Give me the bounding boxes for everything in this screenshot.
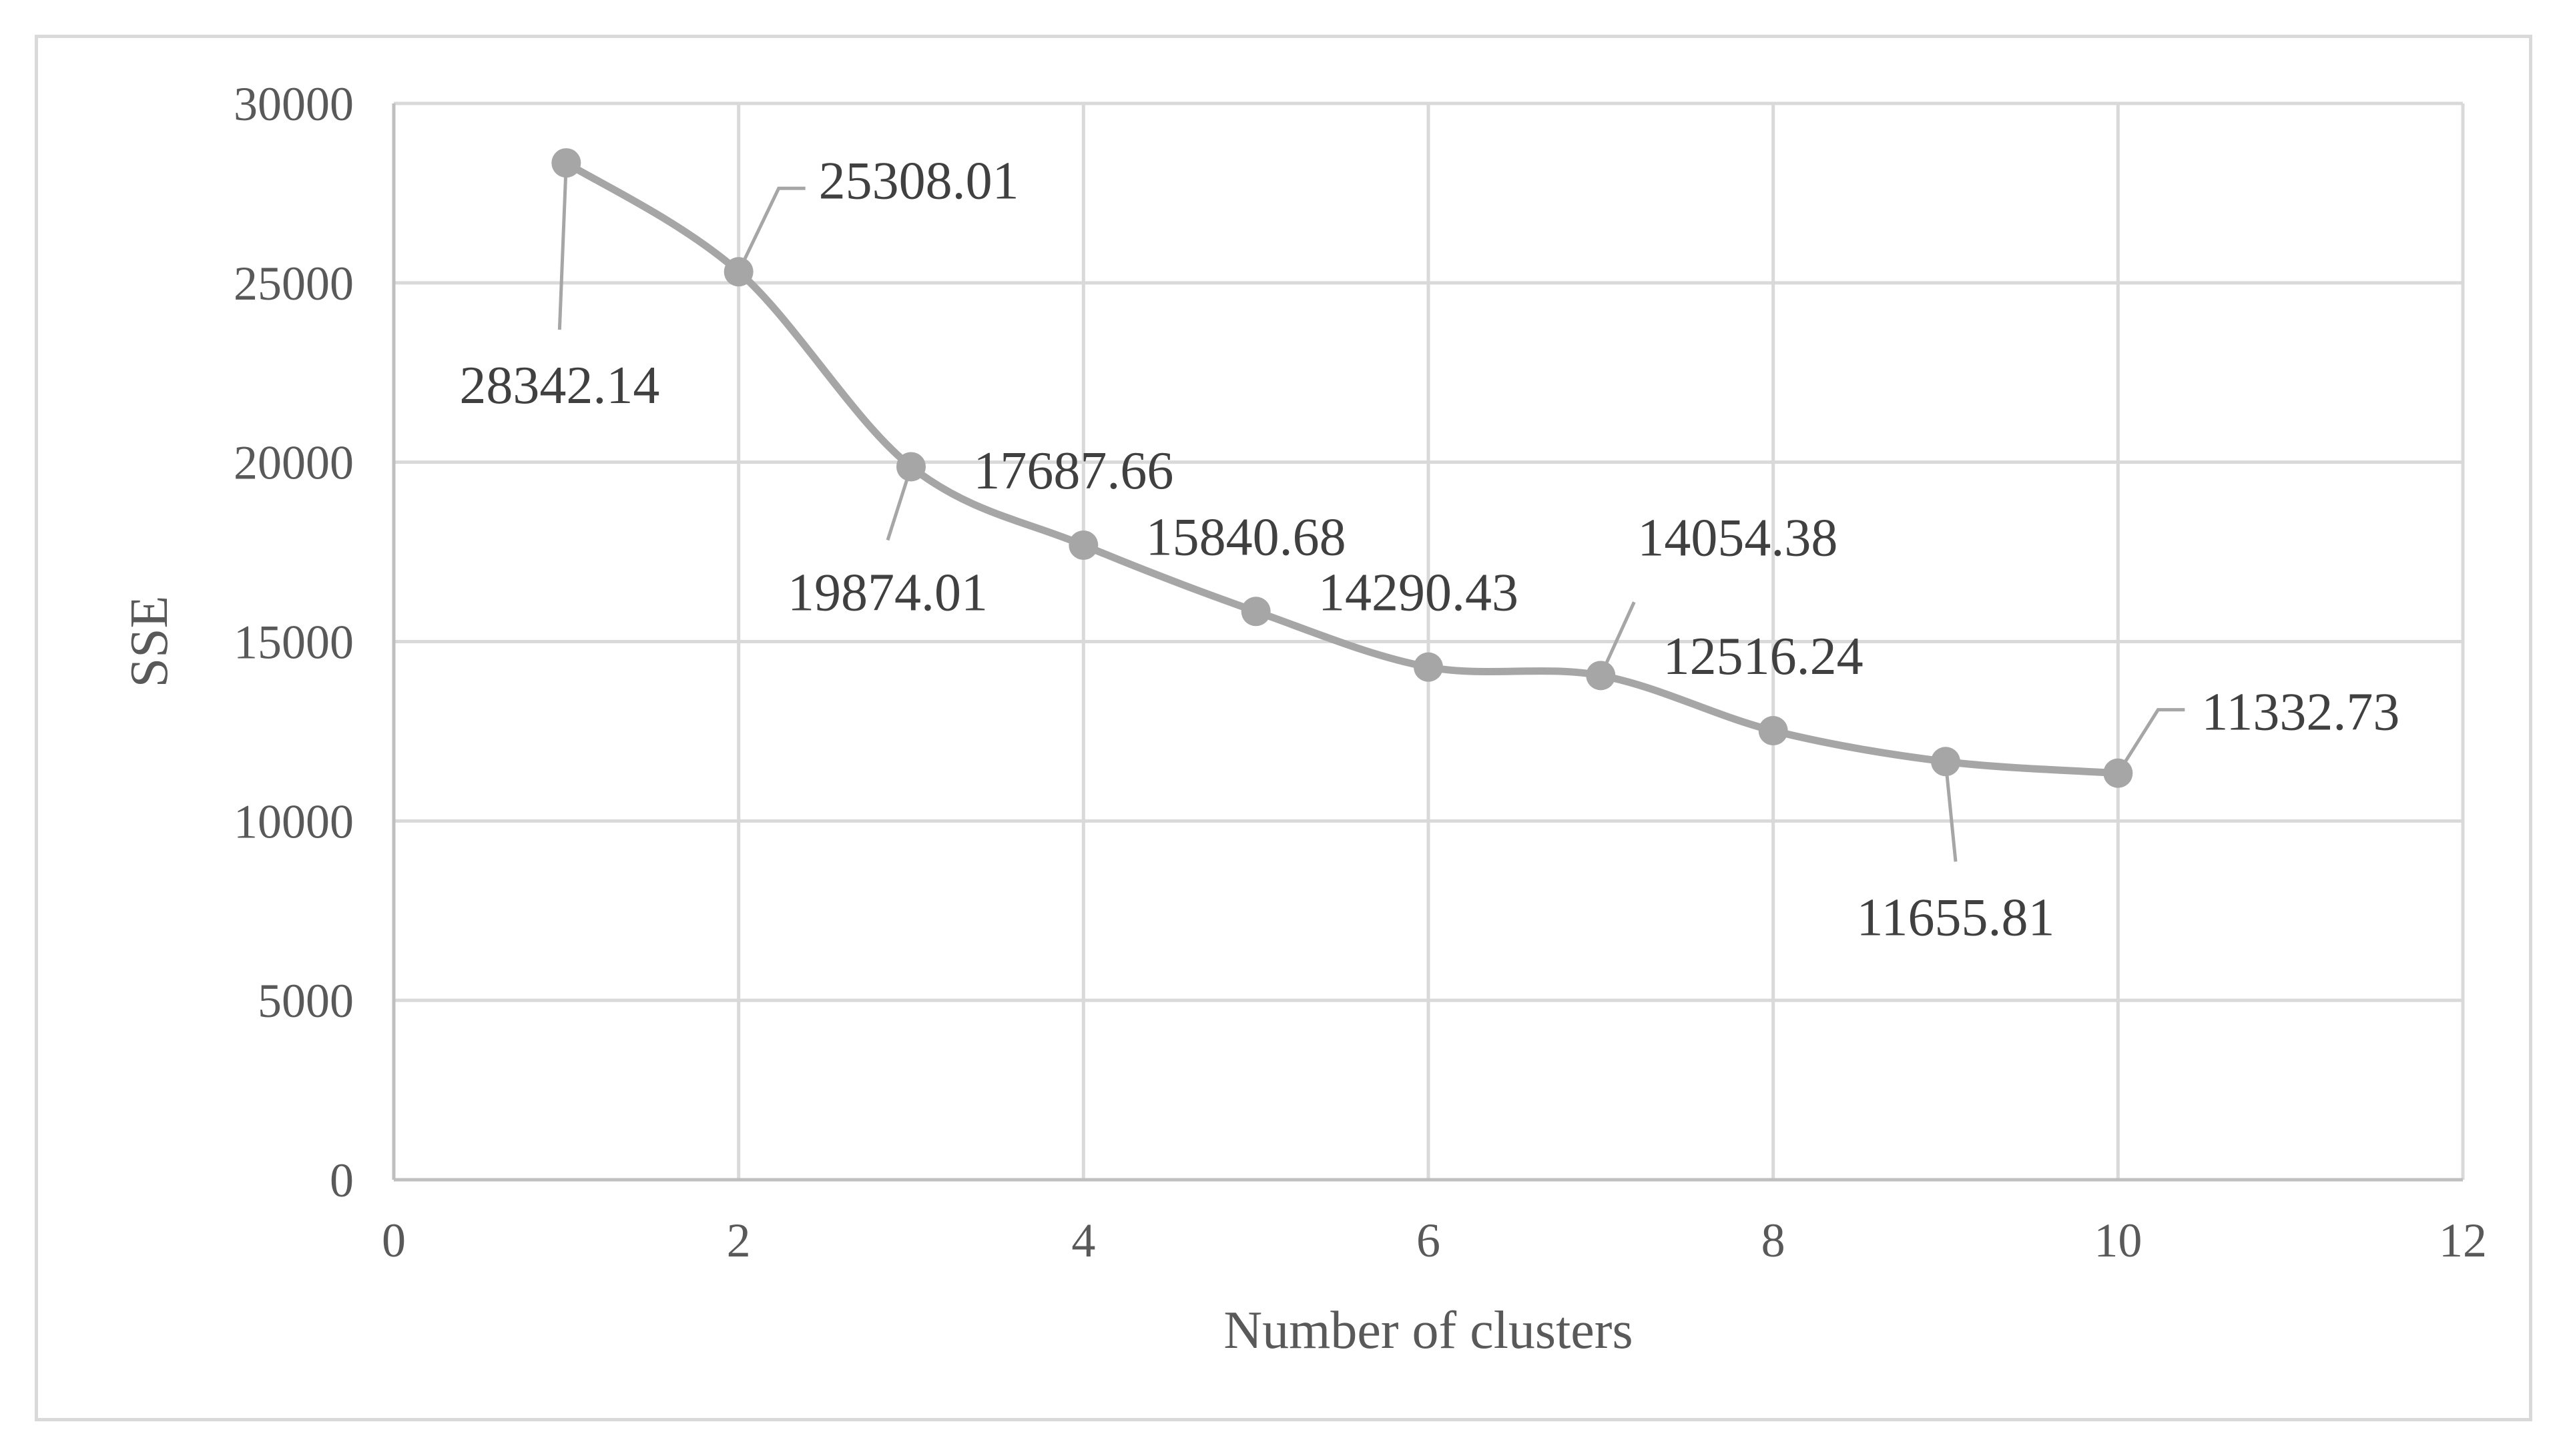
- leader-line: [1944, 761, 1958, 862]
- data-label: 11332.73: [2201, 683, 2399, 742]
- y-tick-label: 30000: [234, 77, 354, 131]
- data-label: 14290.43: [1318, 564, 1518, 623]
- y-tick-label: 15000: [234, 616, 354, 669]
- leader-line: [2116, 708, 2185, 775]
- data-point: [1931, 747, 1960, 777]
- leader-line: [557, 163, 568, 330]
- x-tick-label: 4: [1071, 1214, 1095, 1267]
- x-tick-label: 0: [382, 1214, 406, 1267]
- data-label: 17687.66: [973, 442, 1173, 500]
- data-label: 15840.68: [1146, 508, 1346, 567]
- data-label: 19874.01: [788, 563, 988, 622]
- data-point: [1069, 530, 1099, 560]
- y-axis-title: SSE: [120, 596, 179, 688]
- y-tick-label: 10000: [234, 795, 354, 848]
- data-point: [1241, 597, 1271, 627]
- data-point: [896, 452, 926, 482]
- data-point: [2103, 758, 2133, 788]
- grid: [394, 101, 2465, 1180]
- y-tick-label: 5000: [258, 974, 354, 1028]
- tick-labels: 0 5000 10000 15000 20000 25000 30000 0 2 4 6 8 10 12: [234, 77, 2487, 1267]
- data-label: 14054.38: [1637, 508, 1837, 567]
- data-label: 11655.81: [1856, 888, 2054, 947]
- y-tick-label: 25000: [234, 257, 354, 310]
- data-point: [1414, 652, 1443, 682]
- x-axis-title: Number of clusters: [1223, 1301, 1633, 1360]
- leader-line: [737, 186, 806, 273]
- series-line: [562, 159, 2122, 777]
- x-tick-label: 12: [2439, 1214, 2487, 1267]
- data-labels: 28342.14 25308.01 19874.01 17687.66 15840.68…: [459, 151, 2399, 947]
- data-label: 12516.24: [1663, 627, 1864, 686]
- chart-frame: [35, 35, 2532, 1421]
- x-tick-label: 8: [1761, 1214, 1785, 1267]
- x-tick-label: 10: [2094, 1214, 2142, 1267]
- data-point: [724, 257, 754, 287]
- x-tick-label: 2: [727, 1214, 751, 1267]
- y-tick-label: 0: [330, 1154, 354, 1207]
- y-tick-label: 20000: [234, 436, 354, 490]
- data-point: [1586, 661, 1616, 691]
- axes: [392, 103, 2463, 1182]
- x-tick-label: 6: [1416, 1214, 1440, 1267]
- data-point: [551, 148, 581, 178]
- data-points: [551, 148, 2133, 788]
- data-label: 28342.14: [459, 356, 659, 415]
- data-label: 25308.01: [819, 151, 1019, 210]
- data-point: [1758, 716, 1788, 746]
